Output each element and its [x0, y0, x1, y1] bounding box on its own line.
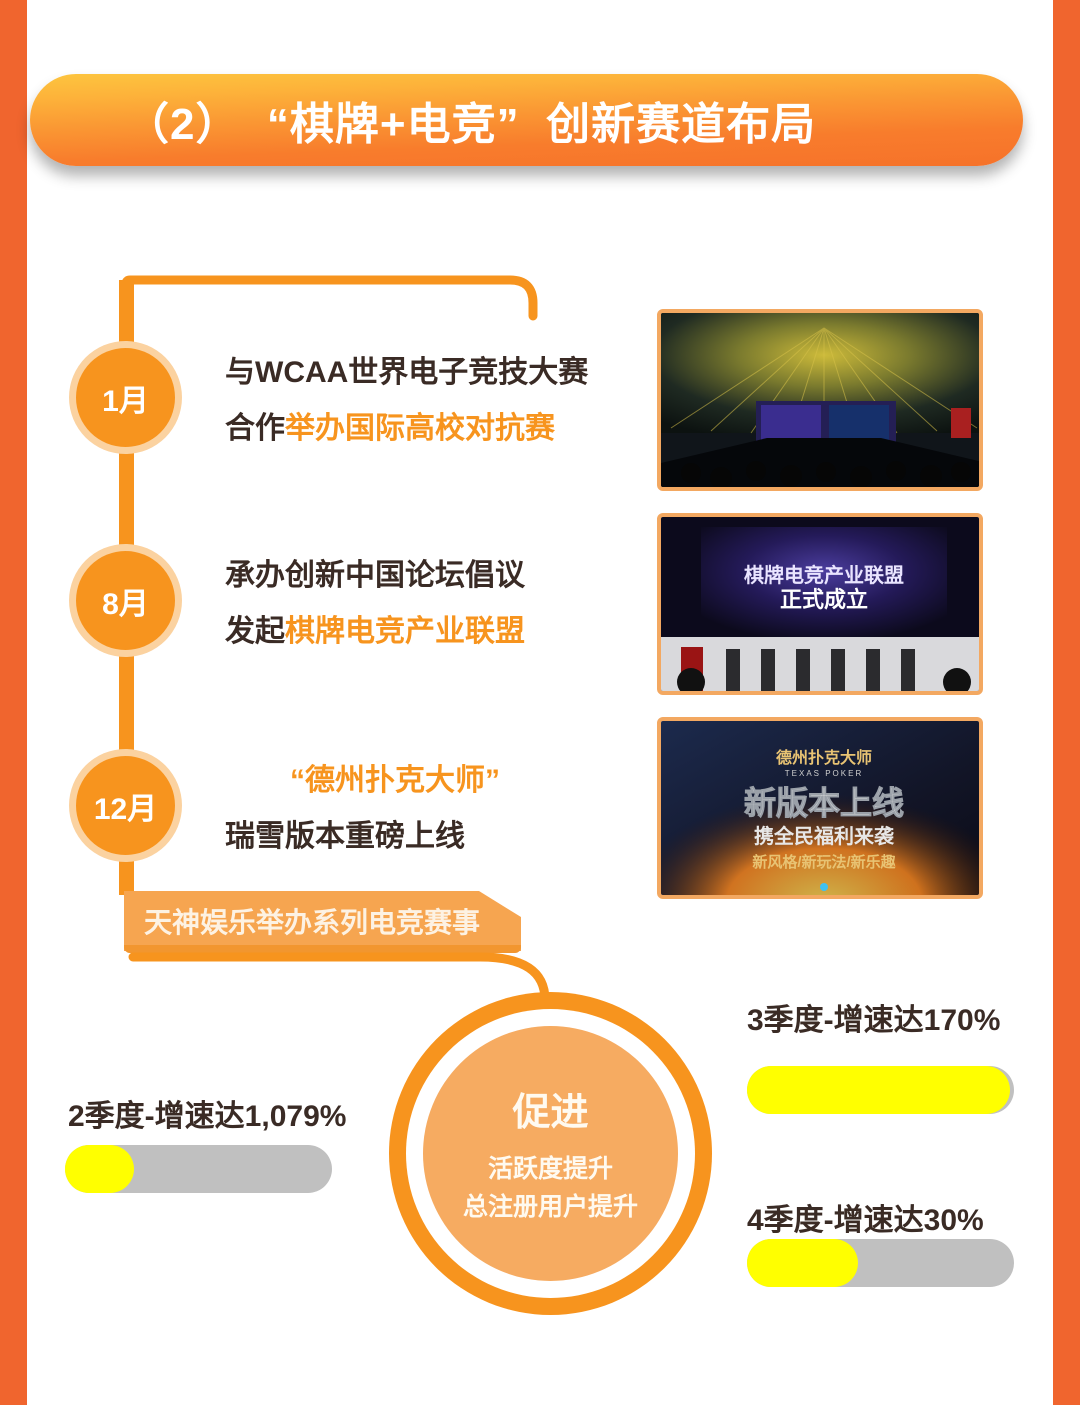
svg-text:新版本上线: 新版本上线 [744, 785, 904, 821]
svg-text:新风格/新玩法/新乐趣: 新风格/新玩法/新乐趣 [752, 853, 896, 871]
svg-text:棋牌电竞产业联盟: 棋牌电竞产业联盟 [744, 563, 904, 587]
svg-text:TEXAS POKER: TEXAS POKER [785, 769, 863, 778]
svg-text:德州扑克大师: 德州扑克大师 [776, 748, 872, 767]
svg-text:正式成立: 正式成立 [780, 587, 868, 612]
svg-text:携全民福利来袭: 携全民福利来袭 [754, 824, 895, 848]
